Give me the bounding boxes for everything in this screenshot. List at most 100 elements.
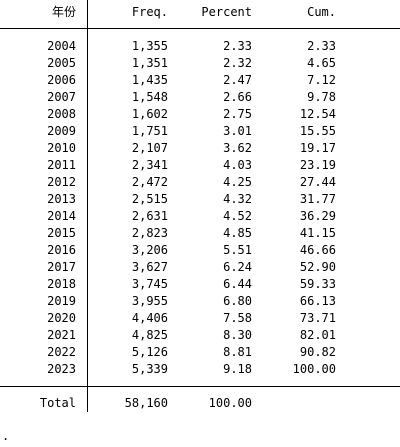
- row-year: 2012: [47, 175, 76, 189]
- row-freq: 1,751: [131, 124, 168, 138]
- table-row: 2012 2,472 4.25 27.44: [0, 174, 400, 191]
- row-cum: 23.19: [299, 158, 336, 172]
- row-year: 2018: [47, 277, 76, 291]
- row-percent: 9.18: [223, 362, 252, 376]
- row-year: 2023: [47, 362, 76, 376]
- row-freq: 1,355: [131, 39, 168, 53]
- total-percent: 100.00: [208, 396, 252, 410]
- row-percent: 4.85: [223, 226, 252, 240]
- row-year: 2017: [47, 260, 76, 274]
- column-divider: [87, 0, 88, 412]
- row-year: 2014: [47, 209, 76, 223]
- row-freq: 2,107: [131, 141, 168, 155]
- row-year: 2007: [47, 90, 76, 104]
- row-cum: 66.13: [299, 294, 336, 308]
- row-cum: 9.78: [307, 90, 336, 104]
- row-freq: 2,515: [131, 192, 168, 206]
- row-freq: 4,406: [131, 311, 168, 325]
- table-row: 2022 5,126 8.81 90.82: [0, 344, 400, 361]
- row-freq: 2,341: [131, 158, 168, 172]
- row-percent: 3.01: [223, 124, 252, 138]
- row-percent: 4.25: [223, 175, 252, 189]
- row-cum: 15.55: [299, 124, 336, 138]
- table-row: 2009 1,751 3.01 15.55: [0, 123, 400, 140]
- row-cum: 27.44: [299, 175, 336, 189]
- row-cum: 36.29: [299, 209, 336, 223]
- table-row: 2013 2,515 4.32 31.77: [0, 191, 400, 208]
- row-year: 2010: [47, 141, 76, 155]
- row-freq: 1,351: [131, 56, 168, 70]
- row-freq: 1,435: [131, 73, 168, 87]
- row-percent: 2.75: [223, 107, 252, 121]
- row-percent: 8.30: [223, 328, 252, 342]
- row-percent: 2.32: [223, 56, 252, 70]
- row-cum: 59.33: [299, 277, 336, 291]
- table-row: 2019 3,955 6.80 66.13: [0, 293, 400, 310]
- row-year: 2015: [47, 226, 76, 240]
- row-cum: 31.77: [299, 192, 336, 206]
- row-freq: 3,955: [131, 294, 168, 308]
- total-label: Total: [39, 396, 76, 410]
- row-year: 2013: [47, 192, 76, 206]
- table-row: 2007 1,548 2.66 9.78: [0, 89, 400, 106]
- row-percent: 3.62: [223, 141, 252, 155]
- header-percent: Percent: [201, 5, 252, 19]
- row-cum: 82.01: [299, 328, 336, 342]
- row-freq: 3,206: [131, 243, 168, 257]
- command-prompt: .: [2, 429, 10, 443]
- table-row: 2015 2,823 4.85 41.15: [0, 225, 400, 242]
- table-row: 2010 2,107 3.62 19.17: [0, 140, 400, 157]
- table-row: 2016 3,206 5.51 46.66: [0, 242, 400, 259]
- total-row: Total 58,160 100.00: [0, 395, 400, 412]
- row-cum: 7.12: [307, 73, 336, 87]
- row-cum: 52.90: [299, 260, 336, 274]
- row-freq: 1,548: [131, 90, 168, 104]
- row-freq: 4,825: [131, 328, 168, 342]
- row-freq: 2,631: [131, 209, 168, 223]
- row-cum: 4.65: [307, 56, 336, 70]
- table-row: 2011 2,341 4.03 23.19: [0, 157, 400, 174]
- total-freq: 58,160: [124, 396, 168, 410]
- row-percent: 2.47: [223, 73, 252, 87]
- row-cum: 46.66: [299, 243, 336, 257]
- row-percent: 4.52: [223, 209, 252, 223]
- table-row: 2006 1,435 2.47 7.12: [0, 72, 400, 89]
- row-cum: 41.15: [299, 226, 336, 240]
- row-year: 2021: [47, 328, 76, 342]
- table-row: 2017 3,627 6.24 52.90: [0, 259, 400, 276]
- table-row: 2004 1,355 2.33 2.33: [0, 38, 400, 55]
- total-divider: [0, 386, 400, 387]
- table-row: 2021 4,825 8.30 82.01: [0, 327, 400, 344]
- row-freq: 2,823: [131, 226, 168, 240]
- table-row: 2014 2,631 4.52 36.29: [0, 208, 400, 225]
- row-freq: 5,339: [131, 362, 168, 376]
- row-freq: 5,126: [131, 345, 168, 359]
- row-percent: 4.03: [223, 158, 252, 172]
- row-year: 2006: [47, 73, 76, 87]
- row-percent: 4.32: [223, 192, 252, 206]
- table-row: 2005 1,351 2.32 4.65: [0, 55, 400, 72]
- table-row: 2023 5,339 9.18 100.00: [0, 361, 400, 378]
- row-percent: 6.24: [223, 260, 252, 274]
- row-year: 2016: [47, 243, 76, 257]
- table-header: 年份 Freq. Percent Cum.: [0, 4, 400, 21]
- row-year: 2019: [47, 294, 76, 308]
- header-year: 年份: [51, 5, 76, 19]
- row-year: 2022: [47, 345, 76, 359]
- row-year: 2008: [47, 107, 76, 121]
- row-year: 2011: [47, 158, 76, 172]
- row-cum: 73.71: [299, 311, 336, 325]
- header-cum: Cum.: [307, 5, 336, 19]
- row-percent: 7.58: [223, 311, 252, 325]
- row-freq: 2,472: [131, 175, 168, 189]
- table-row: 2020 4,406 7.58 73.71: [0, 310, 400, 327]
- table-row: 2018 3,745 6.44 59.33: [0, 276, 400, 293]
- row-percent: 2.66: [223, 90, 252, 104]
- row-freq: 3,627: [131, 260, 168, 274]
- row-cum: 12.54: [299, 107, 336, 121]
- row-cum: 19.17: [299, 141, 336, 155]
- table-body: 2004 1,355 2.33 2.33 2005 1,351 2.32 4.65 2006 1,…: [0, 38, 400, 378]
- row-year: 2005: [47, 56, 76, 70]
- row-year: 2009: [47, 124, 76, 138]
- row-percent: 6.44: [223, 277, 252, 291]
